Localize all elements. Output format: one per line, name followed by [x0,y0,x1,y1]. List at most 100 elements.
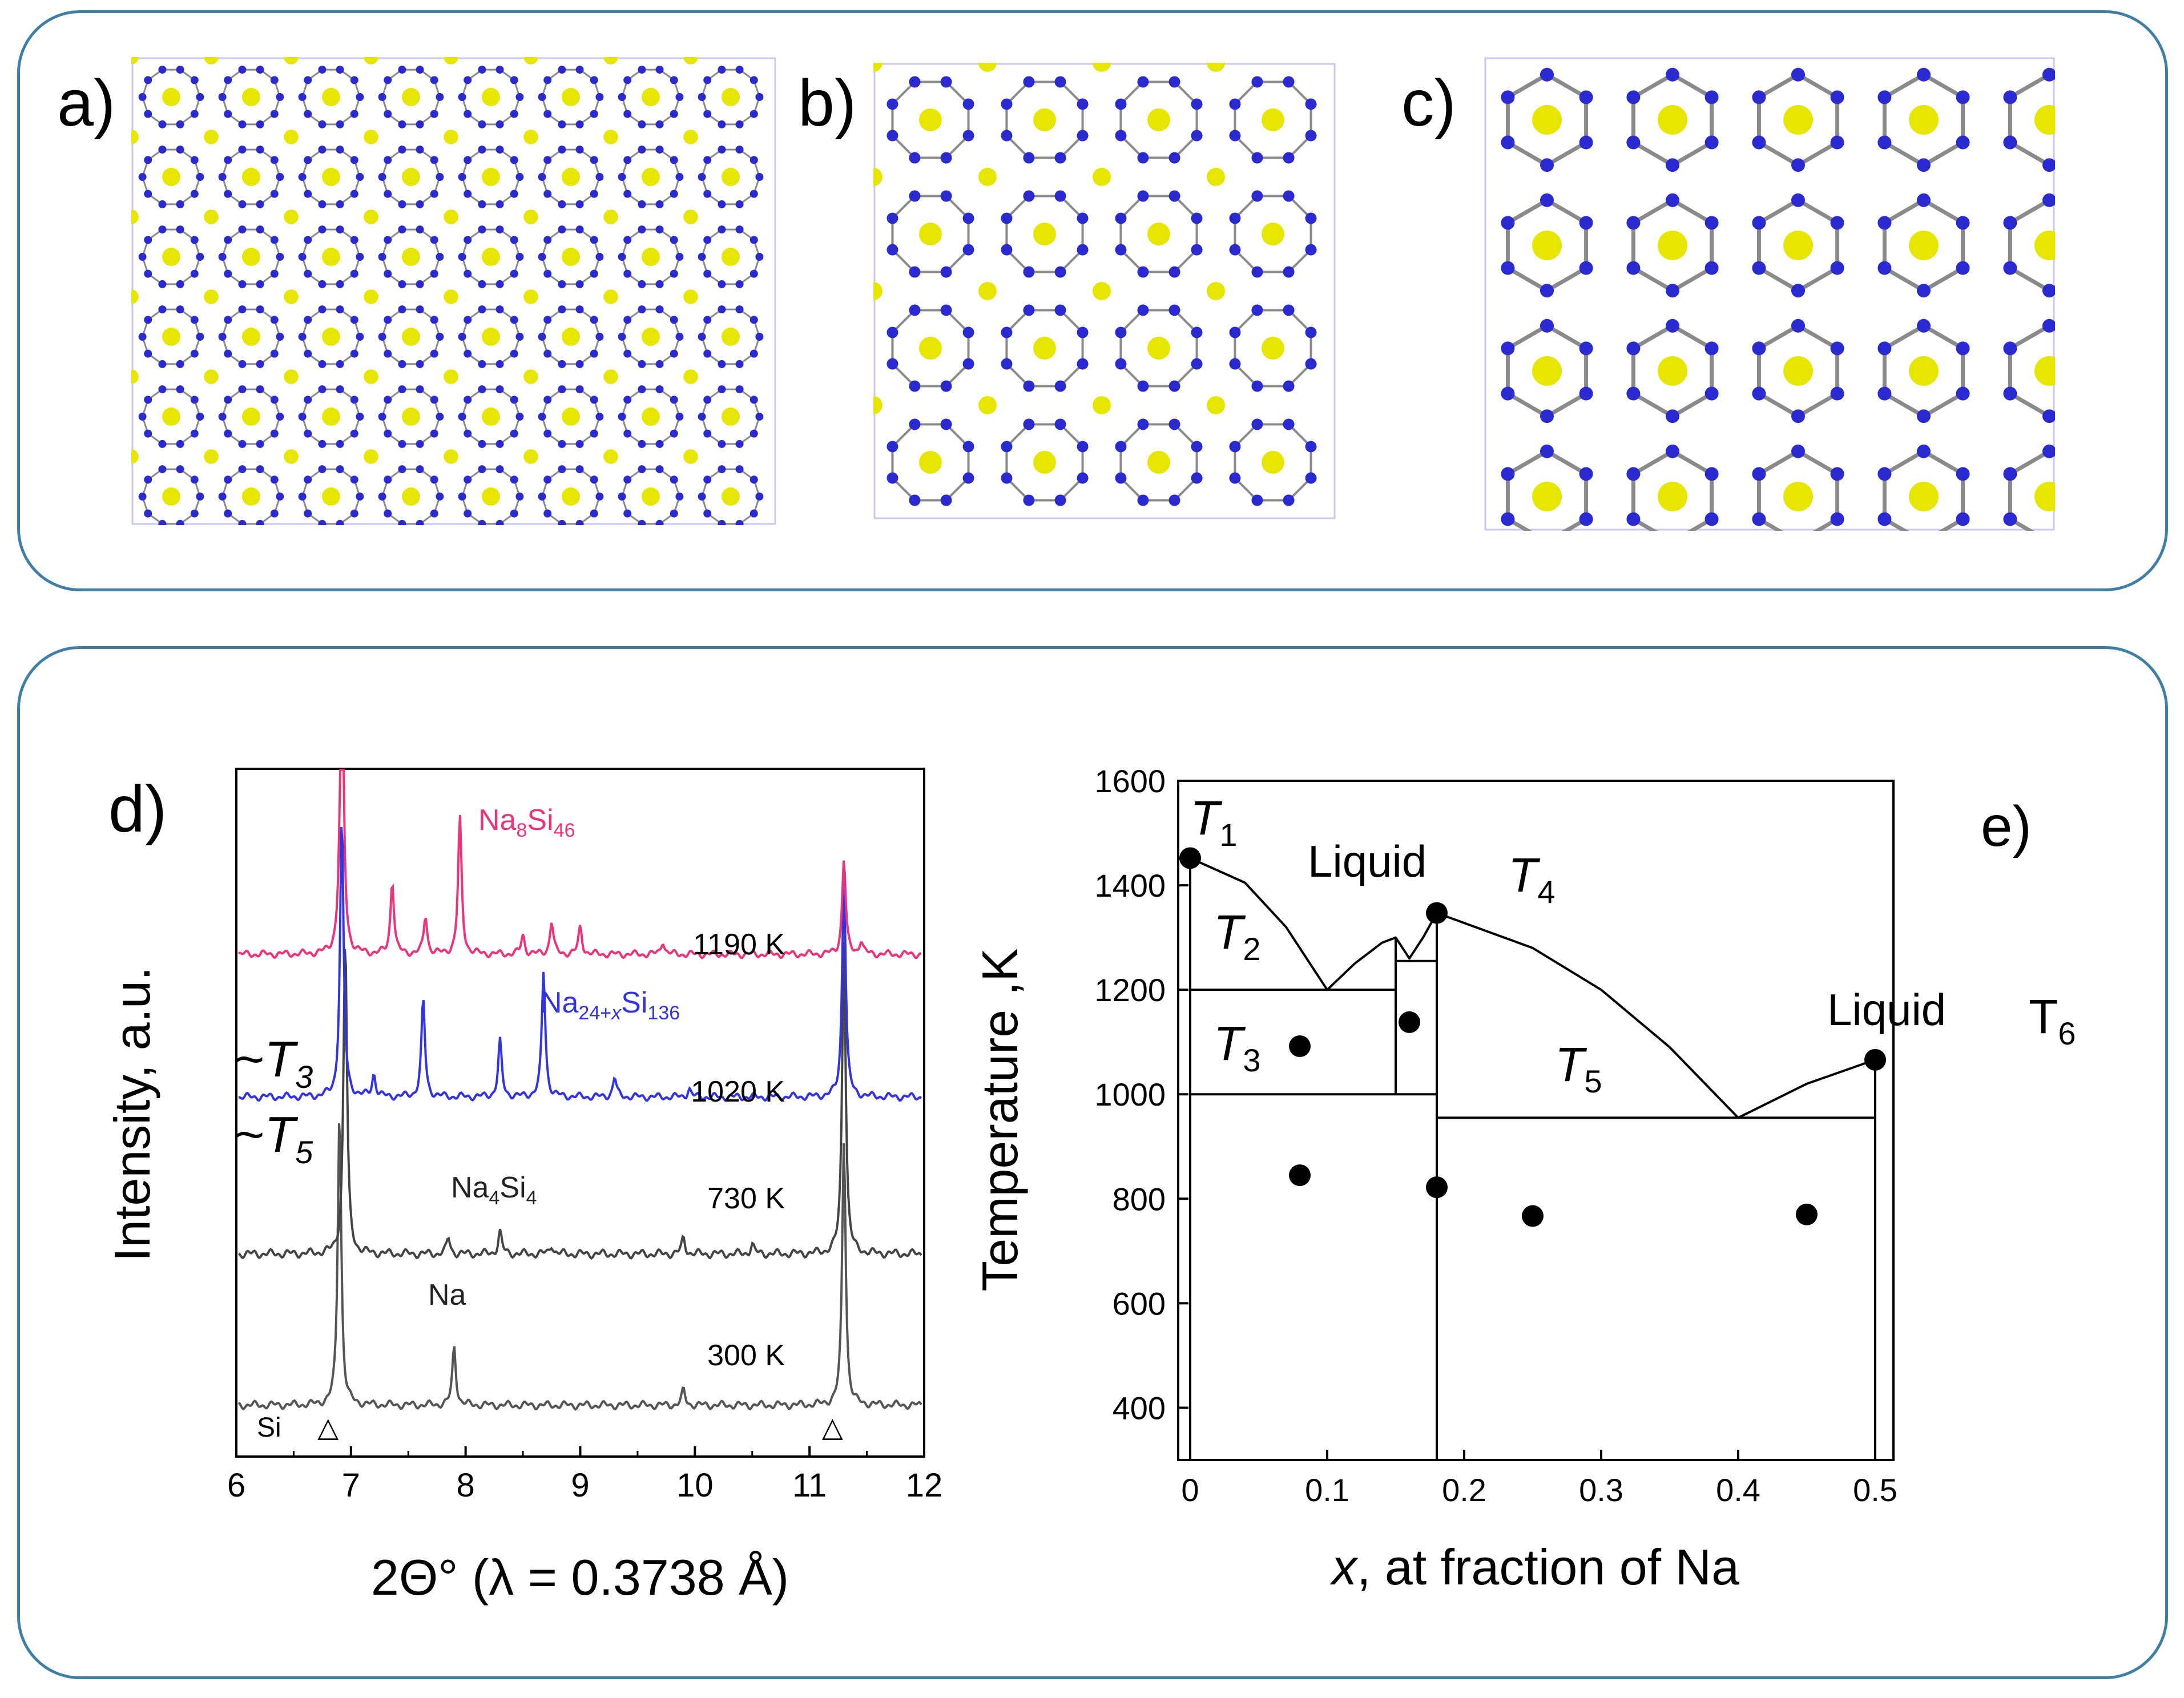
si-atom [158,280,167,288]
si-atom [703,76,712,84]
na-atom [322,328,340,346]
si-atom [384,76,392,84]
si-atom [1305,244,1317,256]
si-atom [698,493,706,501]
si-atom [276,173,284,181]
si-atom [638,439,646,448]
bond [1923,198,1964,225]
si-atom [398,465,406,474]
si-atom [1956,386,1970,401]
si-atom [1791,284,1805,298]
si-atom [1023,304,1035,316]
si-atom [336,519,344,525]
si-atom [1830,386,1844,401]
si-atom [304,316,312,324]
si-atom [655,225,664,234]
si-atom [618,493,626,501]
si-atom [304,189,312,198]
si-atom [1956,261,1970,275]
bond [1923,324,1964,350]
na-atom [162,328,180,346]
si-atom [1917,67,1931,82]
si-atom [318,66,327,74]
si-atom [1877,135,1892,150]
si-atom [698,333,706,341]
si-atom [1054,152,1066,164]
si-atom [543,509,552,518]
si-atom [430,429,438,438]
na-atom [444,130,458,144]
si-atom [478,385,486,394]
si-atom [718,146,726,154]
si-atom [238,385,247,394]
si-atom [478,225,486,234]
si-atom [623,396,632,404]
na-atom [1147,223,1170,245]
si-atom [755,493,764,501]
si-atom [336,146,344,154]
si-peak-marker: △ [822,1413,843,1443]
si-atom [1501,467,1515,481]
si-atom [909,76,921,88]
si-atom [495,146,504,154]
si-atom [675,493,684,501]
na-atom [1147,337,1170,360]
si-atom [238,146,247,154]
si-atom [1168,380,1180,392]
si-atom [623,269,632,278]
si-atom [1054,190,1066,202]
si-atom [1705,512,1719,526]
si-atom [735,280,744,288]
si-atom [318,225,327,234]
si-atom [304,269,312,278]
t2-label: T2 [1214,905,1260,967]
si-atom [436,333,444,341]
bond [1883,266,1925,293]
si-atom [543,349,552,358]
si-atom [940,418,952,430]
bond [2009,392,2050,418]
si-atom [224,189,232,198]
na-atom [1033,451,1056,474]
si-atom [543,110,552,118]
si-atom [1752,261,1766,275]
si-atom [538,93,546,101]
si-atom [144,189,152,198]
si-atom [430,316,438,324]
si-atom [318,385,327,394]
na-atom [722,408,740,426]
si-atom [158,385,167,394]
si-atom [458,333,466,341]
si-atom [590,76,598,84]
bond [1797,266,1839,293]
si-atom [1077,441,1089,453]
si-atom [1229,441,1241,453]
bond [1671,72,1713,99]
si-atom [1830,467,1844,481]
bond [1923,392,1964,418]
si-atom [318,146,327,154]
si-atom [416,200,424,208]
si-atom [1956,216,1970,230]
si-atom [638,66,646,74]
si-atom [1705,216,1719,230]
na-atom [364,289,378,304]
si-atom [675,413,684,421]
si-atom [670,475,678,484]
si-atom [270,76,279,84]
si-atom [1191,472,1203,484]
si-atom [238,305,247,314]
si-atom [1666,318,1679,333]
si-atom [336,360,344,368]
si-atom [510,269,518,278]
si-atom [350,269,358,278]
si-atom [575,305,584,314]
si-atom [304,396,312,404]
si-atom [590,396,598,404]
x-tick-label: 0.4 [1716,1472,1760,1508]
si-atom [2042,409,2055,424]
si-atom [495,280,504,288]
si-atom [718,120,726,128]
si-atom [384,110,392,118]
si-atom [1283,494,1295,506]
